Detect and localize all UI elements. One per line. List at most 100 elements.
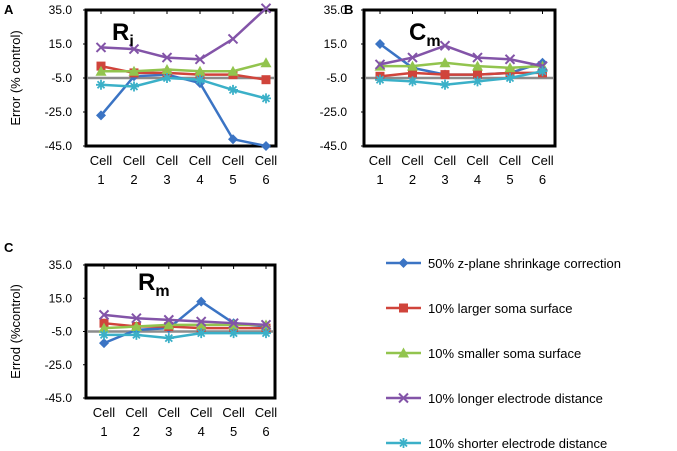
legend-item: 10% larger soma surface [386, 301, 573, 316]
series-line [379, 69, 543, 87]
data-point [472, 52, 483, 63]
panel-title-sub: i [129, 33, 133, 50]
series-line [380, 61, 543, 70]
x-category-number: 2 [133, 424, 140, 439]
data-point [195, 316, 207, 327]
data-point [96, 79, 106, 90]
panel-title-sub: m [155, 283, 169, 300]
x-category-number: 6 [262, 172, 269, 187]
series-line [103, 313, 267, 327]
x-category-label: Cell [531, 153, 554, 168]
data-point [95, 65, 107, 76]
x-category-label: Cell [90, 153, 113, 168]
data-point [261, 93, 271, 104]
panel-a: A 35.0 15.0 -5.0 -25.0 -45.0 Error (% control)… [4, 2, 278, 187]
series-4 [98, 309, 272, 331]
x-category-number: 3 [165, 424, 172, 439]
x-category-label: Cell [123, 153, 146, 168]
x-category-label: Cell [222, 153, 245, 168]
y-tick-label: -5.0 [326, 71, 347, 85]
x-category-label: Cell [369, 153, 392, 168]
x-category-number: 6 [539, 172, 546, 187]
legend-item: 10% longer electrode distance [386, 391, 603, 406]
data-point [505, 68, 515, 78]
x-category-label: Cell [255, 405, 278, 420]
data-point [228, 328, 239, 339]
y-axis-label: Error (% control) [8, 30, 23, 125]
legend-item: 10% smaller soma surface [386, 346, 581, 361]
x-category-number: 4 [198, 424, 205, 439]
data-point [99, 329, 109, 340]
data-point [196, 328, 207, 339]
x-category-label: Cell [189, 153, 212, 168]
panel-letter: A [4, 2, 14, 17]
x-category-label: Cell [466, 153, 489, 168]
x-category-number: 4 [474, 172, 481, 187]
panel-title-main: R [112, 19, 129, 46]
data-point [260, 57, 272, 68]
x-category-number: 2 [130, 172, 137, 187]
legend-item: 10% shorter electrode distance [386, 436, 607, 451]
data-point [98, 322, 110, 333]
x-category-label: Cell [158, 405, 181, 420]
data-point [227, 33, 239, 45]
x-category-label: Cell [93, 405, 116, 420]
data-point [98, 309, 110, 321]
data-point [196, 296, 207, 307]
legend-label: 10% larger soma surface [428, 301, 573, 316]
legend-marker [398, 392, 409, 404]
x-category-number: 5 [229, 172, 236, 187]
y-tick-label: -25.0 [45, 358, 73, 372]
legend-marker [398, 258, 409, 268]
data-point [194, 65, 206, 76]
y-tick-label: -25.0 [45, 105, 73, 119]
data-point [261, 75, 271, 85]
x-category-number: 1 [376, 172, 383, 187]
legend-marker [398, 347, 409, 358]
data-point [407, 60, 418, 71]
y-tick-label: 15.0 [324, 37, 348, 51]
x-category-label: Cell [156, 153, 179, 168]
y-tick-label: 15.0 [49, 37, 73, 51]
x-category-label: Cell [190, 405, 213, 420]
x-category-number: 1 [97, 172, 104, 187]
data-point [440, 79, 450, 90]
series-line [104, 331, 266, 340]
panel-title: Ri [112, 19, 134, 50]
data-point [228, 134, 238, 145]
data-point [163, 333, 174, 344]
data-point [407, 76, 418, 87]
panel-letter: B [344, 2, 353, 17]
data-point [163, 319, 175, 330]
data-point [195, 319, 207, 330]
data-point [194, 54, 206, 65]
y-tick-label: 15.0 [49, 291, 73, 305]
data-point [195, 74, 205, 85]
data-point [504, 54, 516, 65]
data-point [128, 65, 140, 76]
series-4 [95, 3, 272, 65]
data-point [131, 329, 142, 340]
panel-b: B35.0 15.0 -5.0 -25.0 -45.0 Cell 1 Cell 2 Cell 3 Ce… [320, 2, 557, 187]
series-5 [99, 328, 271, 344]
data-point [131, 312, 142, 324]
x-category-number: 4 [196, 172, 203, 187]
data-point [407, 52, 418, 63]
legend-marker [399, 303, 408, 313]
data-point [228, 317, 239, 329]
series-line [101, 61, 267, 73]
x-category-label: Cell [434, 153, 457, 168]
legend-label: 10% shorter electrode distance [428, 436, 607, 451]
panel-title-main: C [409, 19, 426, 46]
data-point [473, 70, 482, 80]
data-point [439, 40, 451, 51]
x-category-number: 3 [163, 172, 170, 187]
data-point [439, 57, 451, 68]
x-category-number: 6 [262, 424, 269, 439]
x-category-number: 3 [441, 172, 448, 187]
legend-marker [398, 438, 409, 448]
panel-letter: C [4, 240, 14, 255]
panel-title: Rm [138, 269, 170, 300]
series-line [100, 76, 267, 100]
